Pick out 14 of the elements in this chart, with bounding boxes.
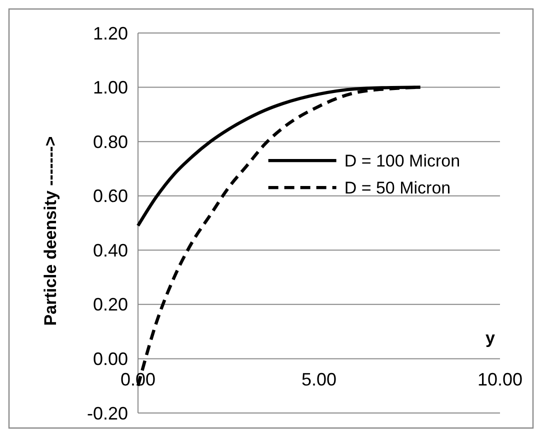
y-tick-label: 1.20 <box>92 23 128 44</box>
y-tick-label: 0.60 <box>92 186 128 206</box>
legend-label: D = 50 Micron <box>344 178 451 198</box>
legend-label: D = 100 Micron <box>344 152 460 171</box>
x-tick-label: 5.00 <box>301 370 337 390</box>
y-tick-label: 0.00 <box>92 349 128 370</box>
y-tick-label: 0.80 <box>92 132 128 152</box>
y-tick-label: 0.20 <box>92 294 128 315</box>
y-tick-label: 1.00 <box>92 78 128 98</box>
y-axis-title: Particle deensity -------> <box>41 136 60 326</box>
x-tick-label: 10.00 <box>477 370 523 390</box>
y-tick-label: -0.20 <box>86 403 128 424</box>
x-axis-title: y <box>486 328 496 348</box>
y-tick-label: 0.40 <box>92 240 128 260</box>
